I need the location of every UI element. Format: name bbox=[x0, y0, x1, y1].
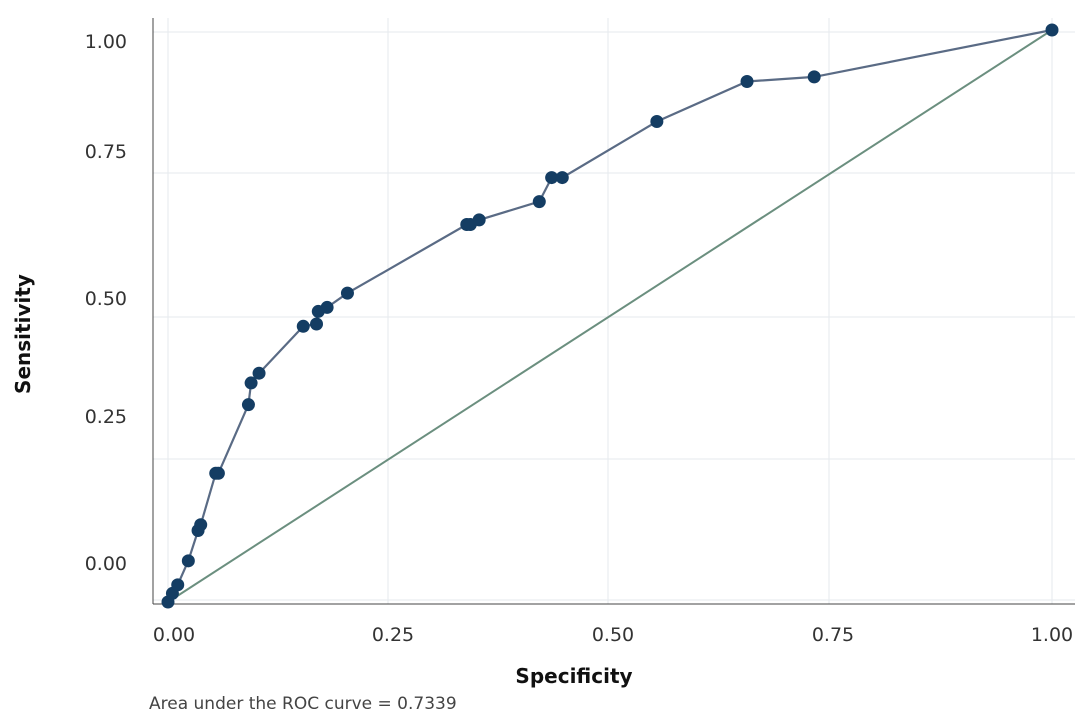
roc-point bbox=[241, 398, 255, 412]
x-axis-ticks: 0.00 0.25 0.50 0.75 1.00 bbox=[153, 624, 1073, 646]
roc-point bbox=[320, 300, 334, 314]
x-tick-label: 0.50 bbox=[592, 624, 634, 646]
roc-point bbox=[650, 115, 664, 129]
x-tick-label: 0.00 bbox=[153, 624, 195, 646]
roc-point bbox=[194, 518, 208, 532]
grid-lines bbox=[153, 18, 1075, 604]
roc-point bbox=[252, 366, 266, 380]
y-axis-ticks: 0.00 0.25 0.50 0.75 1.00 bbox=[85, 31, 127, 575]
x-axis-title: Specificity bbox=[515, 664, 632, 688]
x-tick-label: 0.25 bbox=[372, 624, 414, 646]
y-axis-title: Sensitivity bbox=[11, 274, 35, 394]
y-tick-label: 1.00 bbox=[85, 31, 127, 53]
roc-point bbox=[171, 578, 185, 592]
y-tick-label: 0.75 bbox=[85, 141, 127, 163]
y-tick-label: 0.00 bbox=[85, 553, 127, 575]
x-tick-label: 1.00 bbox=[1031, 624, 1073, 646]
roc-point bbox=[1045, 23, 1059, 37]
roc-point bbox=[340, 286, 354, 300]
roc-point bbox=[807, 70, 821, 84]
roc-point bbox=[472, 213, 486, 227]
reference-diagonal-line bbox=[167, 29, 1053, 603]
y-tick-label: 0.50 bbox=[85, 288, 127, 310]
roc-curve-points bbox=[161, 23, 1059, 609]
roc-point bbox=[211, 466, 225, 480]
roc-point bbox=[310, 317, 324, 331]
roc-point bbox=[545, 171, 559, 185]
x-tick-label: 0.75 bbox=[812, 624, 854, 646]
y-tick-label: 0.25 bbox=[85, 406, 127, 428]
auc-annotation: Area under the ROC curve = 0.7339 bbox=[149, 694, 457, 711]
roc-point bbox=[555, 171, 569, 185]
roc-point bbox=[296, 319, 310, 333]
roc-point bbox=[181, 554, 195, 568]
roc-point bbox=[244, 376, 258, 390]
roc-point bbox=[740, 74, 754, 88]
roc-point bbox=[532, 195, 546, 209]
